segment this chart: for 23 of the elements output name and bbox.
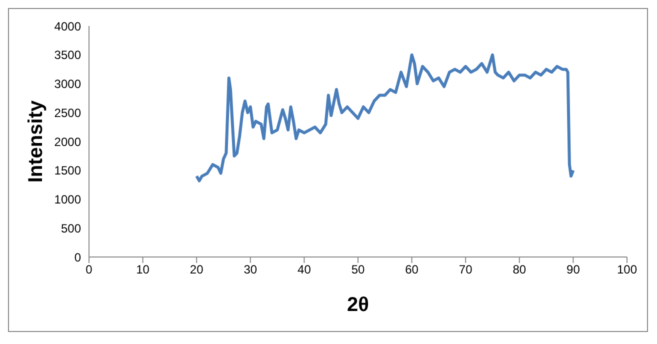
y-axis-title: Intensity [25, 100, 48, 183]
x-tick-label: 50 [351, 262, 365, 277]
y-tick-label: 2500 [54, 106, 82, 120]
x-tick-label: 20 [190, 262, 204, 277]
x-axis-title: 2θ [347, 294, 369, 316]
line-series [195, 53, 575, 182]
y-tick-label: 3000 [54, 77, 82, 92]
x-tick-label: 30 [244, 262, 258, 277]
y-tick-label: 500 [60, 221, 82, 236]
x-tick-label: 70 [458, 262, 473, 277]
x-tick-label: 40 [298, 262, 312, 277]
y-tick-label: 1000 [54, 192, 82, 207]
y-tick-label: 3500 [54, 48, 82, 62]
x-tick-label: 0 [86, 262, 93, 277]
x-tick-label: 10 [136, 262, 150, 277]
x-tick-label: 60 [405, 262, 419, 277]
x-tick-label: 80 [512, 262, 526, 277]
x-tick-label: 90 [566, 262, 580, 277]
y-tick-label: 1500 [54, 164, 82, 178]
y-tick-label: 2000 [54, 134, 82, 149]
x-tick-label: 100 [616, 262, 638, 277]
y-tick-label: 0 [74, 250, 82, 264]
y-tick-label: 4000 [54, 19, 82, 34]
